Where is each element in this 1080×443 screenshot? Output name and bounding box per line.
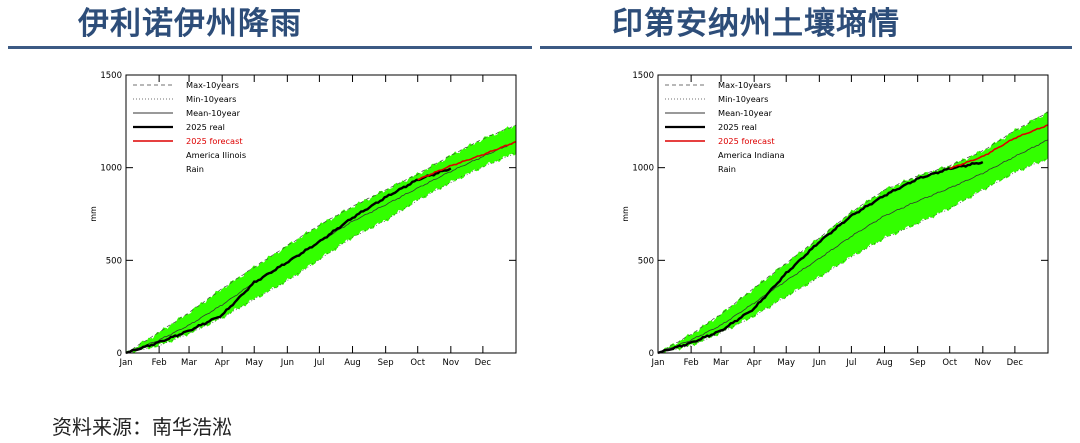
legend-label: America Indiana [718,150,785,160]
x-tick-label: Nov [443,358,460,368]
x-tick-label: Mar [713,358,730,368]
legend-label: Mean-10year [718,108,773,118]
right-panel-title: 印第安纳州土壤墒情 [612,6,900,42]
x-tick-label: Jul [845,358,856,368]
x-tick-label: Feb [684,358,699,368]
y-axis-label: mm [89,206,98,222]
x-tick-label: Aug [344,358,361,368]
legend-label: Mean-10year [186,108,241,118]
plot-frame [125,74,517,354]
legend-label: Rain [186,164,204,174]
legend-label: Max-10years [718,80,771,90]
legend-label: Min-10years [718,94,768,104]
x-tick-label: Sep [378,358,394,368]
mean-10year-line [657,139,1049,354]
forecast-2025-line [949,124,1049,170]
y-tick-label: 1500 [632,71,654,81]
min-max-band [658,111,1048,354]
x-tick-label: Apr [747,358,762,368]
legend-label: Rain [718,164,736,174]
indiana-soil-moisture-chart: 0 500 1000 1500 mm Jan Feb Mar Apr May Jun Jul Aug Se… [621,71,1049,368]
real-2025-line [125,167,452,355]
legend-label: 2025 forecast [186,136,243,146]
y-tick-label: 500 [638,256,654,266]
x-tick-label: Dec [475,358,492,368]
x-tick-label: May [245,358,263,368]
y-tick-label: 0 [117,349,122,359]
legend-label: 2025 forecast [718,136,775,146]
y-tick-label: 0 [649,349,654,359]
source-note: 资料来源：南华浩淞 [52,415,232,439]
y-tick-label: 500 [106,256,122,266]
illinois-rain-chart: 0 500 1000 1500 mm Jan Feb Mar Apr May Jun Jul Aug Se… [89,71,517,368]
right-title-rule [540,46,1072,49]
y-axis-label: mm [621,206,630,222]
x-tick-label: Aug [876,358,893,368]
x-tick-label: Jun [812,358,826,368]
x-tick-label: Oct [410,358,425,368]
legend-label: 2025 real [186,122,225,132]
y-tick-label: 1000 [100,164,122,174]
left-title-rule [8,46,532,49]
x-tick-label: Jan [118,358,132,368]
left-panel-title: 伊利诺伊州降雨 [78,6,302,42]
y-tick-label: 1000 [632,164,654,174]
x-tick-label: Sep [910,358,926,368]
x-tick-label: Apr [215,358,230,368]
x-tick-label: Oct [942,358,957,368]
plot-frame [657,74,1049,354]
max-10years-line [125,124,517,354]
x-tick-label: Jul [313,358,324,368]
x-tick-label: Jun [280,358,294,368]
x-tick-label: Dec [1007,358,1024,368]
x-tick-label: Mar [181,358,198,368]
x-tick-label: May [777,358,795,368]
legend-label: 2025 real [718,122,757,132]
y-tick-label: 1500 [100,71,122,81]
max-10years-line [657,111,1049,354]
min-10years-line [657,158,1049,354]
real-2025-line [657,161,984,355]
forecast-2025-line [417,140,517,181]
min-10years-line [125,152,517,354]
legend-label: Max-10years [186,80,239,90]
x-tick-label: Feb [152,358,167,368]
legend-label: America Ilinois [186,150,246,160]
legend-label: Min-10years [186,94,236,104]
x-tick-label: Jan [650,358,664,368]
x-tick-label: Nov [975,358,992,368]
